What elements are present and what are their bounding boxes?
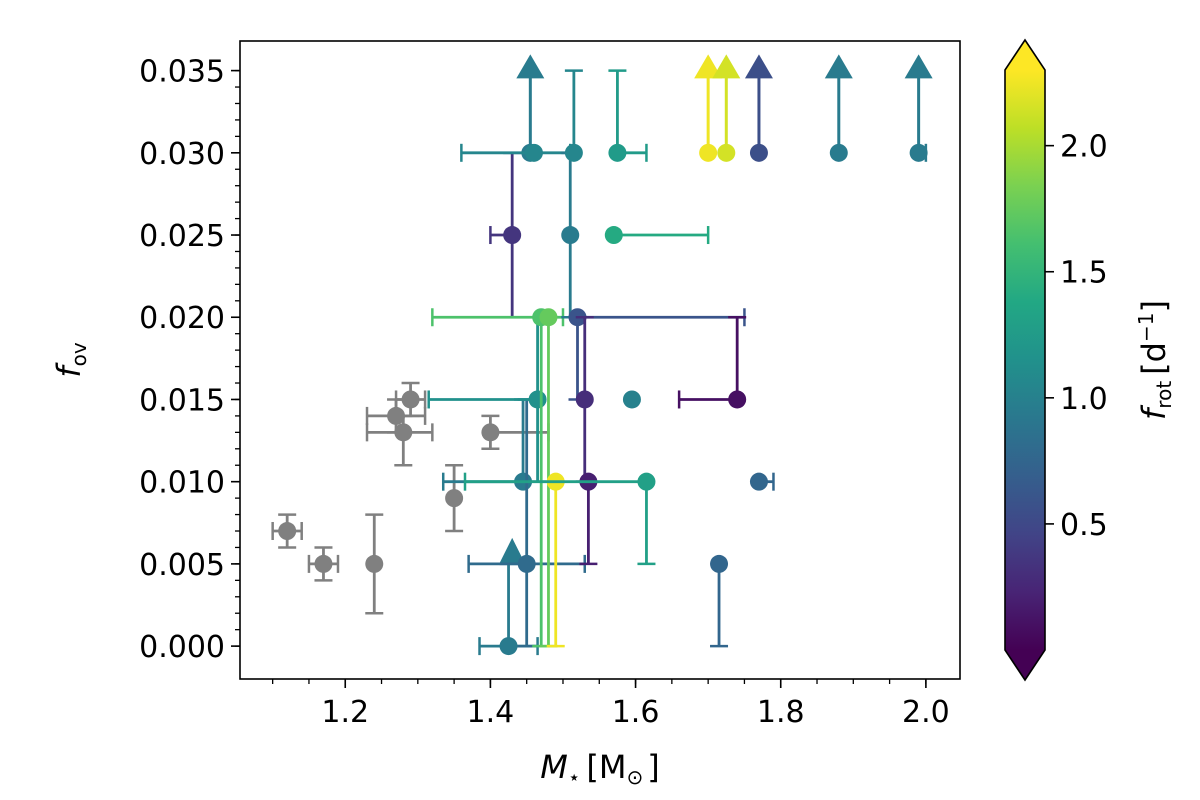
x-axis-label: M⋆ [M⊙] xyxy=(540,748,659,789)
colorbar-label: frot[d−1] xyxy=(1134,300,1176,420)
data-point xyxy=(394,423,413,442)
x-tick-label: 1.6 xyxy=(612,695,660,730)
y-tick-label: 0.005 xyxy=(139,548,225,583)
upper-limit-arrow xyxy=(904,54,933,79)
grey-data-point xyxy=(307,546,340,582)
data-point xyxy=(539,308,558,327)
colored-data-point xyxy=(561,151,580,319)
data-point xyxy=(575,390,594,409)
data-point xyxy=(710,554,729,573)
colored-data-point xyxy=(460,143,572,162)
data-point xyxy=(604,226,623,245)
upper-limit-arrow xyxy=(694,54,723,79)
data-point xyxy=(749,143,768,162)
data-point xyxy=(401,390,420,409)
data-point xyxy=(278,522,297,541)
colored-data-point xyxy=(564,69,583,162)
x-tick-label: 1.4 xyxy=(467,695,515,730)
data-point xyxy=(445,489,464,508)
data-point xyxy=(528,390,547,409)
plot-area xyxy=(271,54,933,656)
colored-data-point xyxy=(744,54,773,162)
data-point xyxy=(481,423,500,442)
colored-data-point xyxy=(604,226,710,245)
colored-data-point xyxy=(608,69,648,162)
data-point xyxy=(524,143,543,162)
colorbar-tick-label: 1.5 xyxy=(1060,256,1108,291)
colored-data-point xyxy=(431,308,565,648)
grey-data-point xyxy=(445,463,464,533)
grey-data-point xyxy=(271,513,303,549)
x-tick-label: 1.2 xyxy=(321,695,369,730)
y-tick-label: 0.025 xyxy=(139,219,225,254)
colored-data-point xyxy=(824,54,853,162)
colorbar-tick-label: 2.0 xyxy=(1060,130,1108,165)
colored-data-point xyxy=(463,472,656,566)
grey-data-point xyxy=(365,513,384,615)
y-tick-label: 0.020 xyxy=(139,301,225,336)
y-tick-label: 0.015 xyxy=(139,383,225,418)
upper-limit-arrow xyxy=(824,54,853,79)
y-tick-label: 0.010 xyxy=(139,466,225,501)
plot-frame xyxy=(239,40,961,680)
colorbar-gradient xyxy=(1005,70,1045,650)
upper-limit-arrow xyxy=(499,537,526,564)
data-point xyxy=(314,554,333,573)
colorbar-tick-label: 0.5 xyxy=(1060,508,1108,543)
data-point xyxy=(365,554,384,573)
data-point xyxy=(517,554,536,573)
colorbar-tick-label: 1.0 xyxy=(1060,382,1108,417)
data-point xyxy=(637,472,656,491)
colored-data-point xyxy=(710,554,729,648)
data-point xyxy=(608,143,627,162)
data-point xyxy=(699,143,718,162)
upper-limit-arrow xyxy=(744,54,773,79)
y-tick-label: 0.030 xyxy=(139,137,225,172)
colored-data-point xyxy=(694,54,723,162)
data-point xyxy=(717,143,736,162)
x-tick-label: 2.0 xyxy=(902,695,950,730)
y-tick-label: 0.035 xyxy=(139,55,225,90)
data-point xyxy=(564,143,583,162)
grey-data-point xyxy=(365,414,434,467)
colored-data-point xyxy=(712,54,741,162)
colored-data-point xyxy=(427,315,547,483)
colored-data-point xyxy=(441,398,533,491)
y-axis-label: fov xyxy=(50,342,91,378)
data-point xyxy=(909,143,928,162)
data-point xyxy=(499,637,518,656)
grey-data-point xyxy=(481,414,550,451)
y-tick-label: 0.000 xyxy=(139,630,225,665)
colored-data-point xyxy=(579,472,598,566)
data-point xyxy=(749,472,768,491)
axes: 1.2 1.4 1.6 1.8 2.0 0.000 0.005 0.010 0.015 0.020… xyxy=(139,40,961,730)
colorbar-extend-min xyxy=(1005,650,1045,680)
colored-data-point xyxy=(622,390,641,409)
upper-limit-point xyxy=(499,537,526,564)
grey-data-point xyxy=(394,381,427,418)
data-point xyxy=(728,390,747,409)
x-tick-label: 1.8 xyxy=(757,695,805,730)
data-point xyxy=(622,390,641,409)
colored-data-point xyxy=(904,54,933,162)
colorbar-frame xyxy=(1004,38,1046,682)
upper-limit-arrow xyxy=(712,54,741,79)
data-point xyxy=(829,143,848,162)
colored-data-point xyxy=(749,472,775,491)
data-point xyxy=(503,226,522,245)
colored-data-point xyxy=(489,151,522,319)
colored-data-point xyxy=(478,562,539,656)
data-point xyxy=(561,226,580,245)
colored-data-point xyxy=(677,315,747,409)
upper-limit-arrow xyxy=(516,54,545,79)
colored-data-point xyxy=(568,308,746,401)
colorbar: 0.5 1.0 1.5 2.0 xyxy=(1004,38,1108,682)
colorbar-extend-max xyxy=(1005,40,1045,70)
